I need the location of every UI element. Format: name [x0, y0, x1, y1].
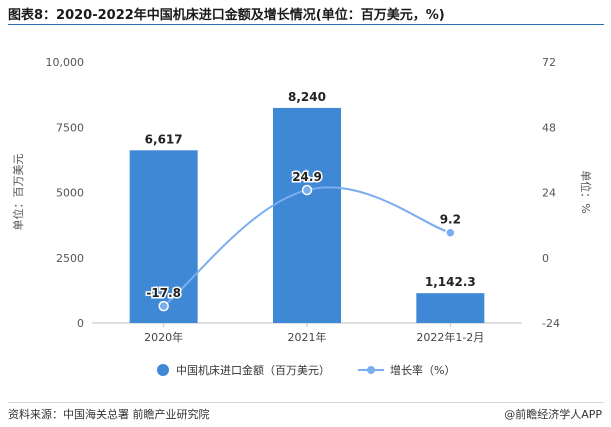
bar: [129, 150, 198, 323]
title-divider: [8, 24, 604, 25]
legend-line-label: 增长率（%）: [390, 363, 455, 377]
growth-rate-point: [445, 227, 456, 238]
bar-value-label: 6,617: [145, 132, 183, 146]
bar: [416, 293, 485, 323]
brand-credit: @前瞻经济学人APP: [504, 408, 602, 421]
x-tick-label: 2020年: [144, 330, 183, 344]
y-right-tick-label: 24: [542, 187, 556, 200]
bar-value-label: 8,240: [288, 90, 326, 104]
chart-title: 图表8：2020-2022年中国机床进口金额及增长情况(单位：百万美元，%): [8, 8, 445, 23]
growth-rate-point: [301, 184, 313, 196]
bar-value-label: 1,142.3: [425, 275, 476, 289]
y-right-tick-label: 72: [542, 56, 556, 69]
y-left-tick-label: 2500: [56, 252, 84, 265]
footer-divider: [8, 402, 604, 403]
growth-rate-label: -17.8: [146, 286, 181, 300]
bar: [273, 107, 341, 323]
growth-rate-label: 9.2: [440, 213, 461, 227]
legend-bar-swatch: [157, 364, 169, 376]
y-left-tick-label: 10,000: [46, 56, 85, 69]
legend-line-marker: [367, 366, 375, 374]
legend-bar-label: 中国机床进口金额（百万美元）: [176, 363, 330, 377]
y-right-axis-title: 单位：%: [579, 170, 593, 213]
y-right-tick-label: -24: [542, 317, 560, 330]
x-tick-label: 2022年1-2月: [416, 330, 484, 344]
source-note: 资料来源：中国海关总署 前瞻产业研究院: [8, 408, 210, 421]
y-left-tick-label: 5000: [56, 187, 84, 200]
x-tick-label: 2021年: [288, 330, 327, 344]
y-right-tick-label: 48: [542, 121, 556, 134]
chart: 0 2500 5000 7500 10,000 -24 0 24 48 72 单位：百万美元 单位：%…: [11, 56, 593, 377]
y-left-tick-label: 7500: [56, 121, 84, 134]
growth-rate-point: [158, 300, 169, 312]
growth-rate-label: 24.9: [292, 170, 322, 184]
y-right-tick-label: 0: [542, 252, 549, 265]
y-left-tick-label: 0: [77, 317, 84, 330]
y-left-axis-title: 单位：百万美元: [11, 154, 25, 231]
